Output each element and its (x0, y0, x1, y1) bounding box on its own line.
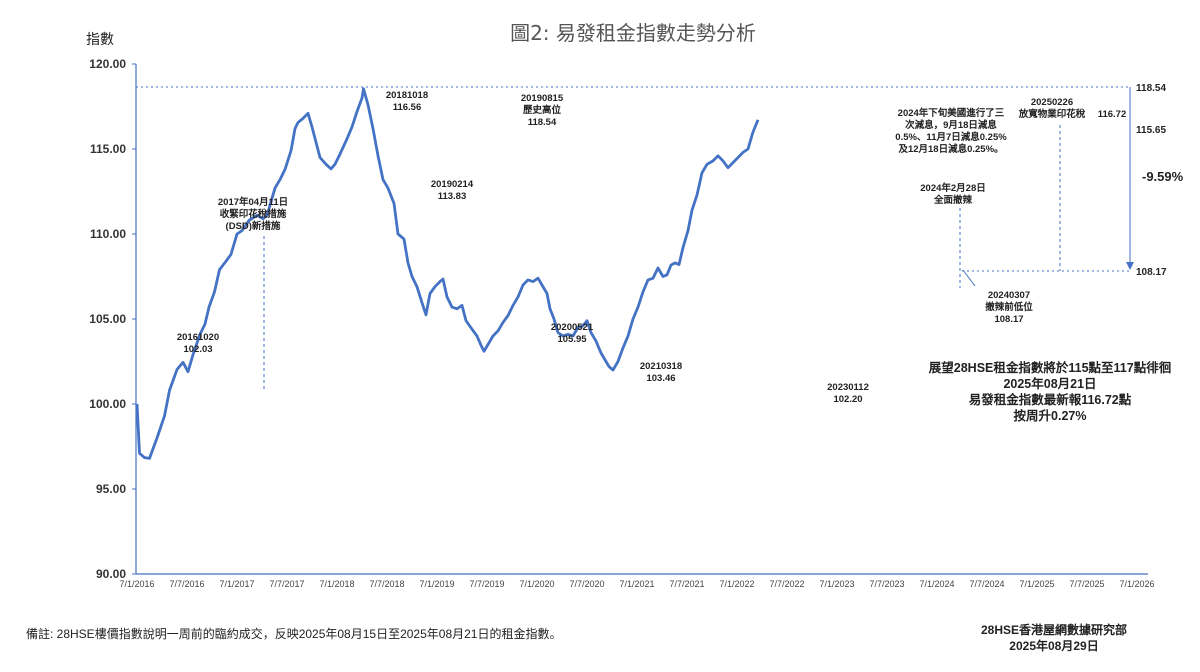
annotation-2023-date: 20230112 (827, 382, 869, 393)
x-tick-label: 7/1/2016 (119, 579, 154, 589)
x-tick-label: 7/7/2023 (869, 579, 904, 589)
x-tick-label: 7/7/2024 (969, 579, 1004, 589)
x-tick-label: 7/7/2017 (269, 579, 304, 589)
right-label-high: 118.54 (1136, 83, 1166, 94)
x-tick-label: 7/1/2019 (419, 579, 454, 589)
annotation-2016-value: 102.03 (183, 344, 212, 355)
annotation-peak-date: 20190815 (521, 93, 564, 104)
annotation-201902-date: 20190214 (431, 179, 474, 190)
annotation-dsd-date: 2017年04月11日 (218, 196, 288, 208)
x-tick-label: 7/1/2017 (219, 579, 254, 589)
x-tick-label: 7/7/2016 (169, 579, 204, 589)
x-tick-label: 7/1/2021 (619, 579, 654, 589)
annotation-2024-low-date: 20240307 (988, 290, 1030, 301)
annotation-2018-date: 20181018 (386, 90, 428, 101)
x-tick-label: 7/7/2025 (1069, 579, 1104, 589)
low-point-pointer (962, 269, 976, 287)
x-tick-label: 7/1/2020 (519, 579, 554, 589)
y-tick-label: 105.00 (89, 312, 126, 326)
annotation-2024-low-note: 撤辣前低位 (985, 301, 1033, 313)
x-tick-label: 7/1/2023 (819, 579, 854, 589)
annotation-2016-date: 20161020 (177, 332, 219, 343)
annotation-2023-value: 102.20 (833, 394, 862, 405)
series-line-rent-index (135, 87, 760, 460)
x-tick-label: 7/7/2019 (469, 579, 504, 589)
annotation-2020-date: 20200521 (551, 322, 594, 333)
annotation-201902-value: 113.83 (438, 191, 467, 202)
annotation-2021-value: 103.46 (646, 373, 675, 384)
annotation-stamp-duty-note: 放寬物業印花稅 (1018, 108, 1086, 120)
annotation-rate-cut-line2: 次減息，9月18日減息 (905, 119, 997, 131)
footer-source: 28HSE香港屋網數據研究部 (981, 622, 1127, 637)
right-label-low: 108.17 (1136, 267, 1167, 278)
annotation-cooling-removal-line2: 全面撤辣 (933, 194, 973, 206)
annotation-peak-value: 118.54 (528, 117, 557, 128)
x-tick-label: 7/1/2018 (319, 579, 354, 589)
right-label-current: 115.65 (1136, 125, 1166, 136)
annotation-2018-value: 116.56 (393, 102, 422, 113)
y-axis-label: 指數 (86, 31, 114, 47)
annotation-2021-date: 20210318 (640, 361, 682, 372)
outlook-line2: 2025年08月21日 (1003, 376, 1096, 391)
y-tick-label: 90.00 (96, 567, 126, 581)
outlook-line4: 按周升0.27% (1014, 408, 1087, 423)
right-label-change: -9.59% (1142, 169, 1184, 184)
y-tick-label: 110.00 (90, 227, 126, 241)
x-tick-label: 7/1/2022 (719, 579, 754, 589)
y-tick-label: 95.00 (96, 482, 126, 496)
annotation-2024-low-value: 108.17 (994, 314, 1023, 325)
x-tick-label: 7/7/2021 (669, 579, 704, 589)
annotation-2020-value: 105.95 (557, 334, 587, 345)
footer-date: 2025年08月29日 (1009, 638, 1098, 653)
annotation-dsd-line2: (DSD)新措施 (226, 220, 281, 232)
annotation-rate-cut-line4: 及12月18日減息0.25%。 (898, 143, 1003, 155)
chart-title: 圖2: 易發租金指數走勢分析 (510, 21, 756, 45)
annotation-peak-note: 歷史高位 (523, 104, 562, 116)
x-tick-label: 7/7/2022 (769, 579, 804, 589)
footer-note: 備註: 28HSE樓價指數說明一周前的臨約成交，反映2025年08月15日至20… (26, 626, 561, 641)
annotation-rate-cut-line1: 2024年下旬美國進行了三 (898, 107, 1005, 119)
y-tick-label: 120.00 (89, 57, 126, 71)
x-tick-label: 7/7/2020 (569, 579, 604, 589)
outlook-line3: 易發租金指數最新報116.72點 (969, 392, 1132, 407)
annotation-rate-cut-line3: 0.5%、11月7日減息0.25% (895, 131, 1007, 143)
y-axis: 90.00 95.00 100.00 105.00 110.00 115.00 120.00 (89, 57, 136, 581)
y-tick-label: 100.00 (89, 397, 126, 411)
x-tick-label: 7/1/2026 (1119, 579, 1154, 589)
annotation-stamp-duty-date: 20250226 (1031, 97, 1073, 108)
x-tick-label: 7/1/2024 (919, 579, 954, 589)
annotation-cooling-removal-line1: 2024年2月28日 (920, 182, 985, 194)
x-tick-label: 7/1/2025 (1019, 579, 1054, 589)
outlook-line1: 展望28HSE租金指數將於115點至117點徘徊 (929, 360, 1171, 375)
y-tick-label: 115.00 (90, 142, 126, 156)
annotation-dsd-line1: 收緊印花稅措施 (220, 208, 287, 220)
annotation-latest-value: 116.72 (1098, 109, 1127, 120)
x-axis: 7/1/2016 7/7/2016 7/1/2017 7/7/2017 7/1/2018… (119, 579, 1154, 589)
drop-arrow-head (1126, 262, 1134, 270)
x-tick-label: 7/7/2018 (369, 579, 404, 589)
